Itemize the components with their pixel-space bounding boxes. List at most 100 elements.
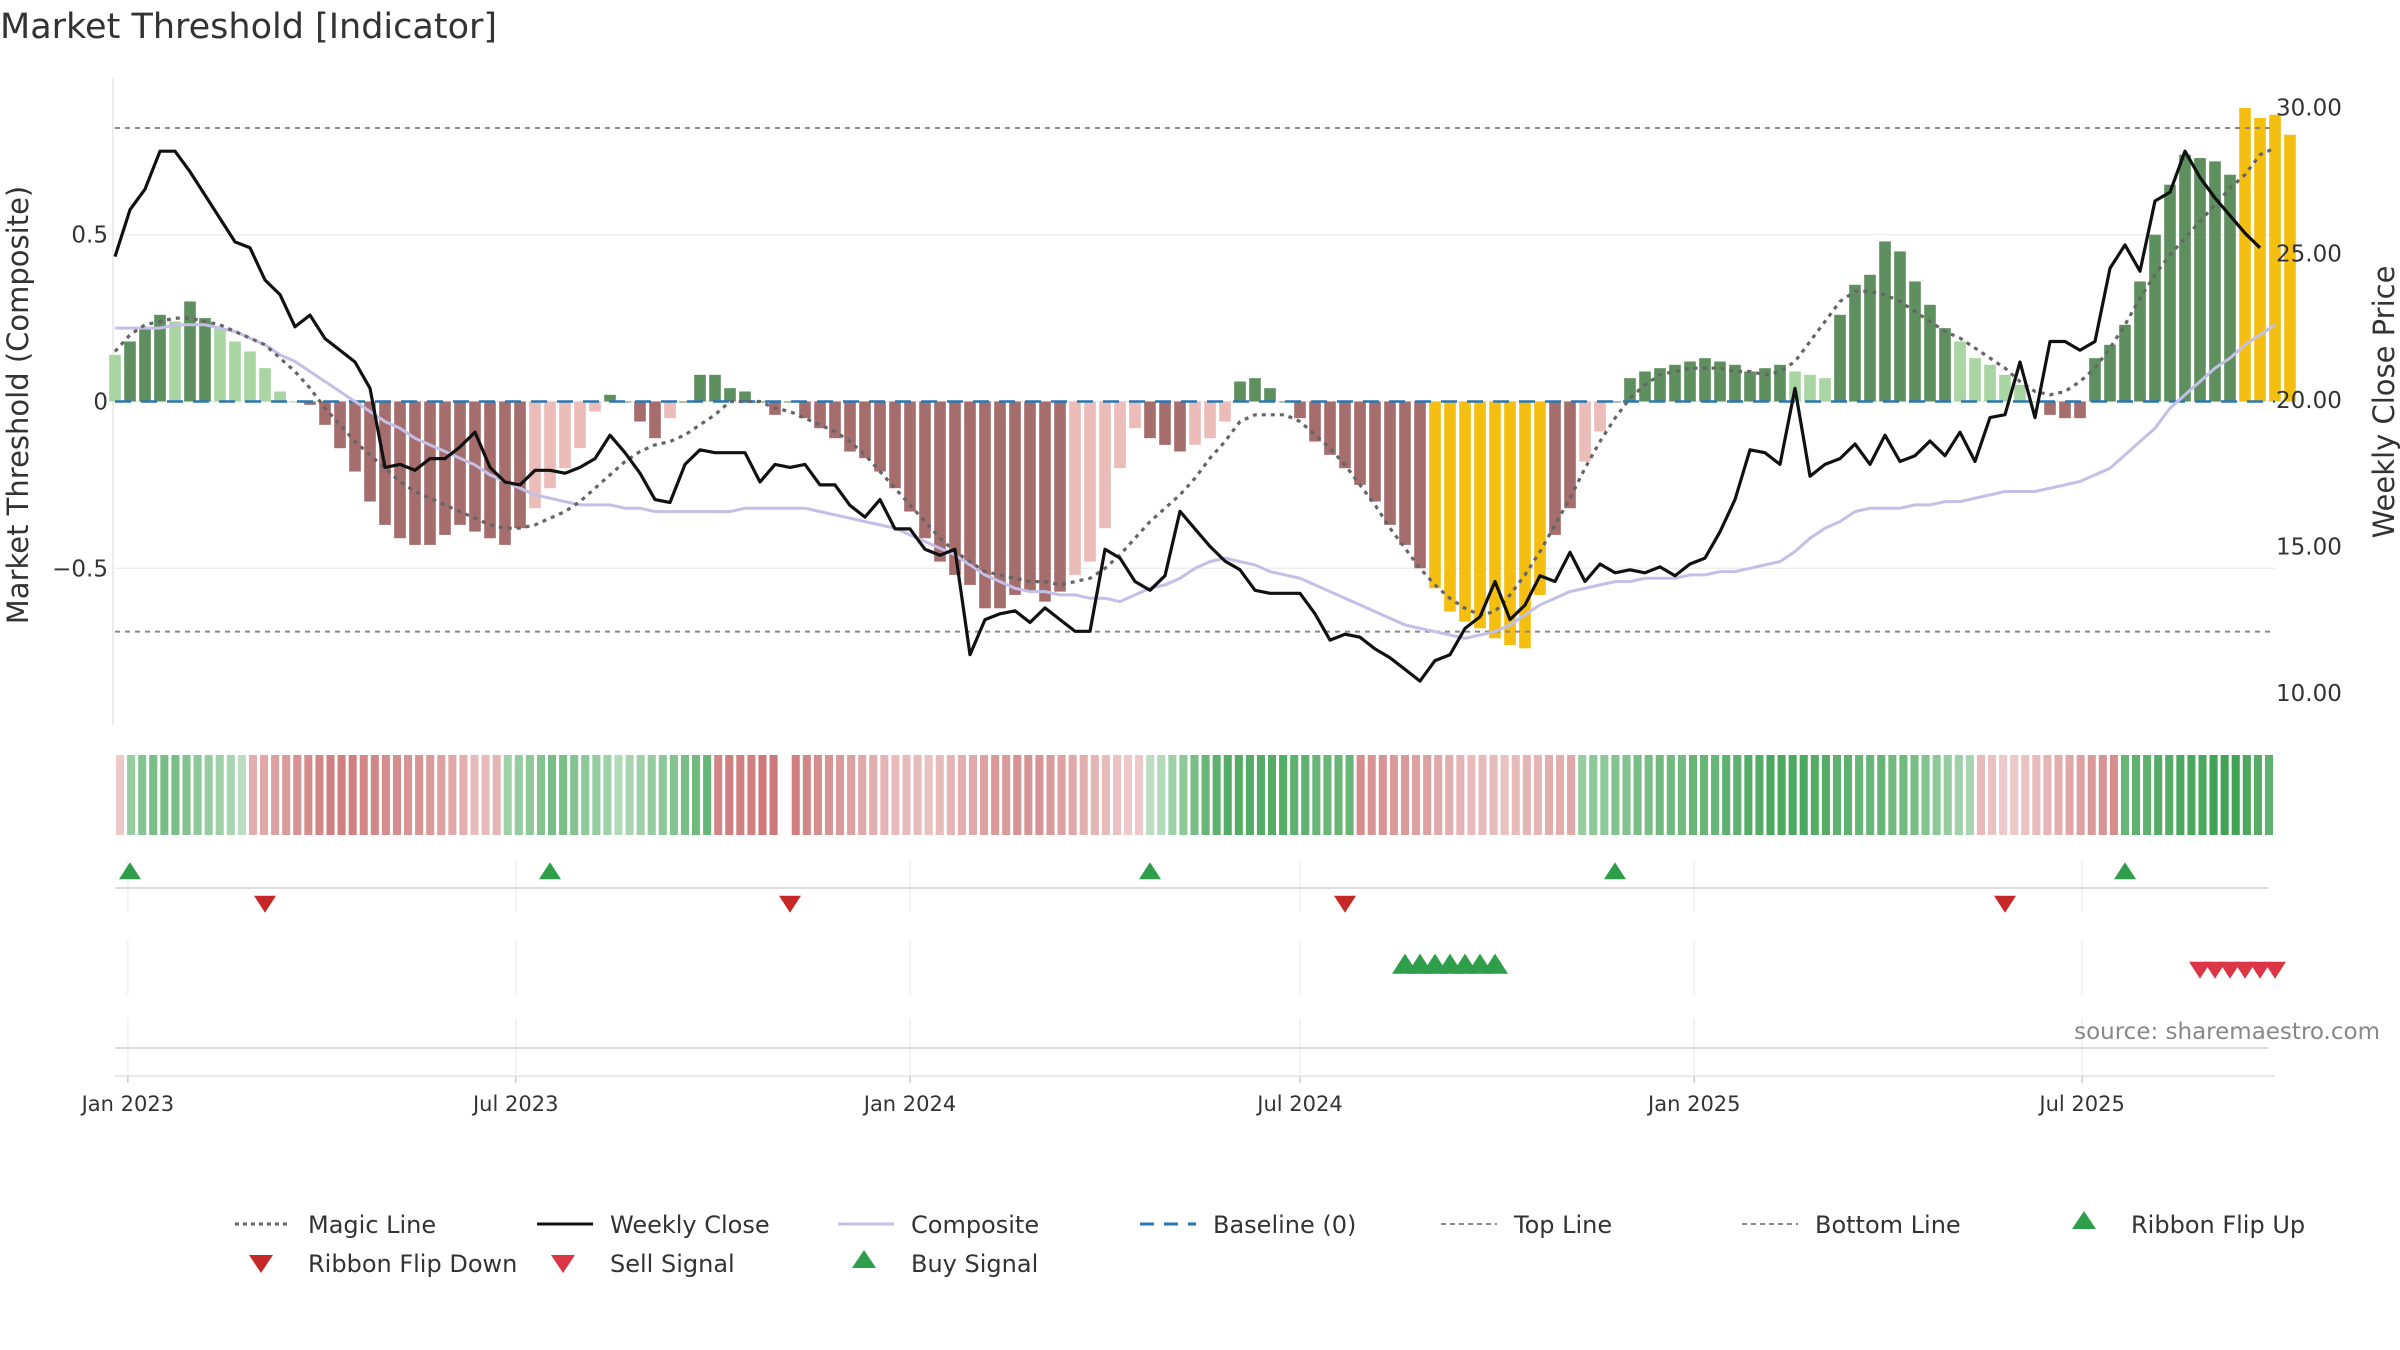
ribbon-cell	[703, 755, 712, 835]
ribbon-cell	[847, 755, 856, 835]
composite-bar	[424, 401, 436, 545]
ribbon-cell	[1943, 755, 1952, 835]
ribbon-cell	[692, 755, 701, 835]
composite-bar	[2224, 174, 2236, 402]
composite-bar	[2044, 401, 2056, 415]
ribbon-cell	[536, 755, 545, 835]
composite-bar	[1339, 401, 1351, 469]
ribbon-cell	[1810, 755, 1819, 835]
composite-bar	[679, 401, 691, 403]
composite-bar	[2059, 401, 2071, 419]
ribbon-cell	[1279, 755, 1288, 835]
composite-bar	[934, 401, 946, 562]
composite-bar	[589, 401, 601, 412]
ribbon-cell	[1722, 755, 1731, 835]
ribbon-cell	[1290, 755, 1299, 835]
ribbon-cell	[415, 755, 424, 835]
composite-bar	[1189, 401, 1201, 445]
ribbon-cell	[1057, 755, 1066, 835]
composite-bar	[304, 401, 316, 405]
composite-bar	[1984, 364, 1996, 402]
ribbon-cell	[1976, 755, 1985, 835]
ribbon-cell	[791, 755, 800, 835]
composite-bar	[1459, 401, 1471, 622]
ribbon-cell	[237, 755, 246, 835]
composite-bar	[1504, 401, 1516, 645]
ribbon-cell	[1323, 755, 1332, 835]
composite-bar	[2194, 158, 2206, 402]
ribbon-cell	[2076, 755, 2085, 835]
ribbon-cell	[1600, 755, 1609, 835]
ribbon-cell	[747, 755, 756, 835]
ribbon-cell	[2198, 755, 2207, 835]
composite-bar	[244, 351, 256, 402]
composite-bar	[2149, 234, 2161, 402]
ribbon-cell	[714, 755, 723, 835]
ribbon-cell	[1899, 755, 1908, 835]
composite-bar	[1879, 241, 1891, 402]
right-tick-label: 20.00	[2276, 388, 2342, 414]
composite-bar	[559, 401, 571, 469]
composite-bar	[1519, 401, 1531, 649]
ribbon-cell	[193, 755, 202, 835]
ribbon-cell	[1157, 755, 1166, 835]
ribbon-flip-up-marker	[1604, 862, 1626, 880]
ribbon-cell	[1799, 755, 1808, 835]
ribbon-cell	[404, 755, 413, 835]
composite-bar	[949, 401, 961, 575]
ribbon-cell	[1666, 755, 1675, 835]
ribbon-cell	[2098, 755, 2107, 835]
ribbon-cell	[2220, 755, 2229, 835]
ribbon-cell	[1821, 755, 1830, 835]
ribbon-cell	[1212, 755, 1221, 835]
ribbon-cell	[1356, 755, 1365, 835]
composite-bar	[1954, 341, 1966, 402]
x-tick-label: Jul 2023	[471, 1092, 558, 1116]
ribbon-cell	[1013, 755, 1022, 835]
ribbon-cell	[1378, 755, 1387, 835]
composite-bar	[1444, 401, 1456, 612]
ribbon-cell	[1223, 755, 1232, 835]
ribbon-cell	[315, 755, 324, 835]
composite-bar	[1054, 401, 1066, 592]
composite-bar	[1159, 401, 1171, 445]
ribbon-cell	[625, 755, 634, 835]
composite-bar	[1594, 401, 1606, 432]
composite-bar	[439, 401, 451, 535]
composite-bar	[1084, 401, 1096, 562]
composite-bar	[1789, 371, 1801, 402]
ribbon-cell	[470, 755, 479, 835]
ribbon-cell	[271, 755, 280, 835]
composite-bar	[1174, 401, 1186, 452]
composite-bar	[1024, 401, 1036, 592]
left-axis-title: Market Threshold (Composite)	[1, 186, 35, 624]
composite-bar	[1774, 364, 1786, 402]
ribbon-cell	[1500, 755, 1509, 835]
composite-bar	[349, 401, 361, 472]
ribbon-cell	[1046, 755, 1055, 835]
ribbon-cell	[171, 755, 180, 835]
legend-item: Ribbon Flip Down	[249, 1250, 517, 1278]
ribbon-cell	[1068, 755, 1077, 835]
ribbon-flip-up-marker	[539, 862, 561, 880]
ribbon-cell	[1877, 755, 1886, 835]
ribbon-cell	[481, 755, 490, 835]
ribbon-cell	[736, 755, 745, 835]
ribbon-cell	[392, 755, 401, 835]
ribbon-cell	[293, 755, 302, 835]
composite-bar	[2089, 358, 2101, 402]
composite-bar	[544, 401, 556, 489]
composite-bar	[1144, 401, 1156, 439]
left-axis-ticks: 0.5 0 −0.5	[52, 223, 108, 583]
ribbon-cell	[1688, 755, 1697, 835]
ribbon-cell	[1024, 755, 1033, 835]
ribbon-cell	[1179, 755, 1188, 835]
ribbon-cell	[2120, 755, 2129, 835]
ribbon-cell	[304, 755, 313, 835]
composite-bar	[1294, 401, 1306, 419]
composite-bar	[1969, 358, 1981, 402]
legend-label: Ribbon Flip Down	[308, 1250, 517, 1278]
composite-bar	[634, 401, 646, 422]
ribbon-cell	[658, 755, 667, 835]
ribbon-flip-up-marker	[2114, 862, 2136, 880]
